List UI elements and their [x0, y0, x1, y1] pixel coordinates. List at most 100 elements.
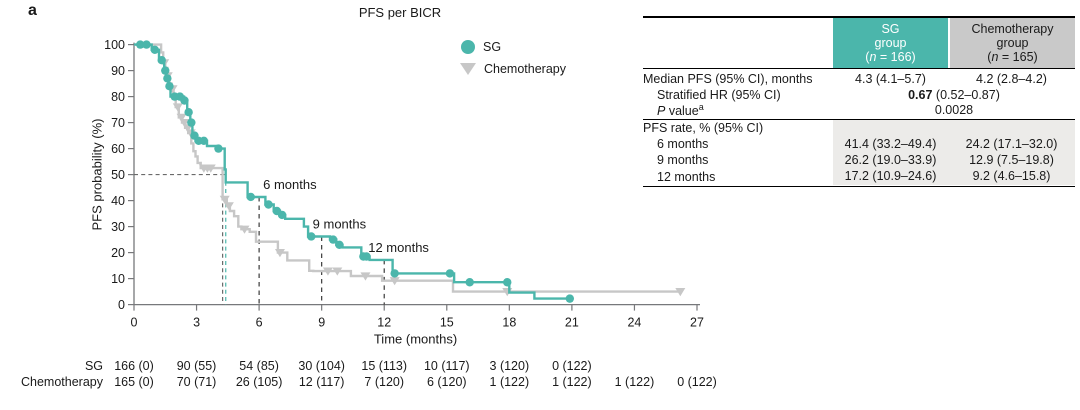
- results-table-row: 6 months 41.4 (33.2–49.4) 24.2 (17.1–32.0): [643, 136, 1075, 153]
- results-table-header-spacer: [643, 18, 833, 68]
- censor-marker-circle: [465, 278, 474, 287]
- results-row-label: Stratified HR (95% CI): [657, 87, 781, 102]
- at-risk-value: 15 (113): [361, 359, 408, 373]
- legend-circle-icon: [461, 40, 475, 54]
- censor-marker-circle: [328, 235, 338, 244]
- at-risk-value: 10 (117): [423, 359, 470, 373]
- censor-marker-circle: [187, 118, 196, 127]
- x-tick-label: 6: [256, 316, 263, 330]
- at-risk-value: 90 (55): [176, 359, 217, 373]
- censor-marker-circle: [199, 136, 209, 145]
- censor-marker-circle: [503, 278, 512, 287]
- at-risk-value: 1 (122): [552, 375, 592, 389]
- censor-marker-circle: [157, 56, 166, 65]
- results-table-row: Stratified HR (95% CI) 0.67 (0.52–0.87): [643, 87, 1075, 103]
- censor-marker-triangle: [179, 119, 190, 128]
- censor-marker-triangle: [389, 277, 400, 286]
- censor-marker-circle: [150, 45, 160, 54]
- y-tick-label: 40: [111, 194, 125, 208]
- results-table-row: Median PFS (95% CI), months 4.3 (4.1–5.7)…: [643, 71, 1075, 87]
- censor-marker-triangle: [223, 202, 234, 211]
- sg-curve: [134, 43, 570, 300]
- results-span-value: 0.67 (0.52–0.87): [908, 87, 1000, 102]
- at-risk-value: 12 (117): [298, 375, 345, 389]
- timepoint-annotation: 9 months: [313, 216, 367, 231]
- censor-marker-circle: [142, 40, 151, 49]
- results-cell-value: 4.3 (4.1–5.7): [855, 72, 926, 87]
- results-row-label: 6 months: [657, 137, 709, 152]
- at-risk-row-label: SG: [84, 359, 103, 373]
- y-tick-label: 30: [111, 220, 125, 234]
- censor-marker-triangle: [360, 272, 371, 281]
- x-tick-label: 9: [318, 316, 325, 330]
- at-risk-value: 70 (71): [176, 375, 217, 389]
- censor-marker-triangle: [176, 113, 187, 122]
- legend-label: Chemotherapy: [484, 62, 566, 76]
- results-cell-value: 17.2 (10.9–24.6): [844, 169, 937, 184]
- results-cell-value: 41.4 (33.2–49.4): [844, 137, 937, 152]
- results-table-row: 12 months 17.2 (10.9–24.6) 9.2 (4.6–15.8): [643, 168, 1075, 185]
- results-span-value: 0.0028: [934, 103, 974, 118]
- x-tick-label: 15: [440, 316, 454, 330]
- x-tick-label: 24: [627, 316, 641, 330]
- timepoint-annotation: 12 months: [368, 240, 429, 255]
- results-cell-value: 9.2 (4.6–15.8): [972, 169, 1051, 184]
- y-axis-label: PFS probability (%): [89, 118, 105, 231]
- at-risk-value: 3 (120): [489, 359, 530, 373]
- censor-marker-circle: [445, 269, 455, 278]
- legend-row-chemotherapy: Chemotherapy: [460, 58, 566, 80]
- y-tick-label: 50: [111, 168, 125, 182]
- legend-label: SG: [483, 40, 502, 54]
- censor-marker-circle: [335, 240, 344, 249]
- x-tick-label: 3: [193, 316, 200, 330]
- censor-marker-circle: [362, 252, 371, 261]
- at-risk-value: 1 (122): [489, 375, 530, 389]
- at-risk-value: 6 (120): [426, 375, 467, 389]
- results-column-header: SG group (n = 166): [833, 18, 948, 69]
- censor-marker-triangle: [332, 267, 343, 276]
- y-tick-label: 70: [111, 116, 125, 130]
- at-risk-value: 54 (85): [239, 359, 279, 373]
- timepoint-annotation: 6 months: [263, 177, 317, 192]
- censor-marker-circle: [390, 269, 399, 278]
- censor-marker-circle: [180, 96, 189, 105]
- y-tick-label: 100: [104, 38, 125, 52]
- results-cell-value: 24.2 (17.1–32.0): [965, 137, 1058, 152]
- at-risk-value: 0 (122): [552, 359, 592, 373]
- y-tick-label: 0: [118, 298, 125, 312]
- y-tick-label: 10: [111, 272, 125, 286]
- results-row-label: 12 months: [657, 169, 716, 184]
- chart-title: PFS per BICR: [358, 5, 442, 20]
- results-cell-value: 26.2 (19.0–33.9): [844, 153, 937, 168]
- y-tick-label: 90: [111, 64, 125, 78]
- censor-marker-triangle: [675, 288, 686, 297]
- censor-marker-circle: [214, 144, 223, 153]
- results-row-label: Median PFS (95% CI), months: [643, 72, 813, 87]
- at-risk-value: 165 (0): [114, 375, 154, 389]
- censor-marker-circle: [277, 210, 287, 220]
- results-values: 17.2 (10.9–24.6) 9.2 (4.6–15.8): [833, 168, 1075, 185]
- chart-legend: SG Chemotherapy: [460, 36, 566, 80]
- censor-marker-circle: [264, 200, 273, 209]
- results-row-label: P valuea: [657, 102, 704, 119]
- censor-marker-triangle: [274, 249, 285, 258]
- results-row-label: PFS rate, % (95% CI): [643, 120, 764, 135]
- legend-row-sg: SG: [461, 36, 566, 58]
- x-tick-label: 18: [502, 316, 516, 330]
- at-risk-value: 166 (0): [114, 359, 154, 373]
- x-axis-label: Time (months): [374, 332, 457, 347]
- censor-marker-triangle: [239, 225, 250, 234]
- x-tick-label: 27: [690, 316, 704, 330]
- censor-marker-circle: [307, 232, 316, 241]
- censor-marker-triangle: [322, 267, 333, 276]
- at-risk-value: 26 (105): [235, 375, 283, 389]
- y-tick-label: 60: [111, 142, 125, 156]
- censor-marker-circle: [565, 294, 575, 303]
- at-risk-value: 1 (122): [614, 375, 655, 389]
- censor-marker-circle: [136, 40, 145, 49]
- results-table-row: 9 months 26.2 (19.0–33.9) 12.9 (7.5–19.8): [643, 152, 1075, 169]
- results-column-header: Chemotherapy group (n = 165): [948, 18, 1075, 69]
- km-chart-svg: 0 10 20 30 40 50 60 70 80 90 100 0 3 6 9 12 15 18 21 24 27 Ti…: [104, 38, 704, 347]
- censor-marker-circle: [161, 66, 170, 75]
